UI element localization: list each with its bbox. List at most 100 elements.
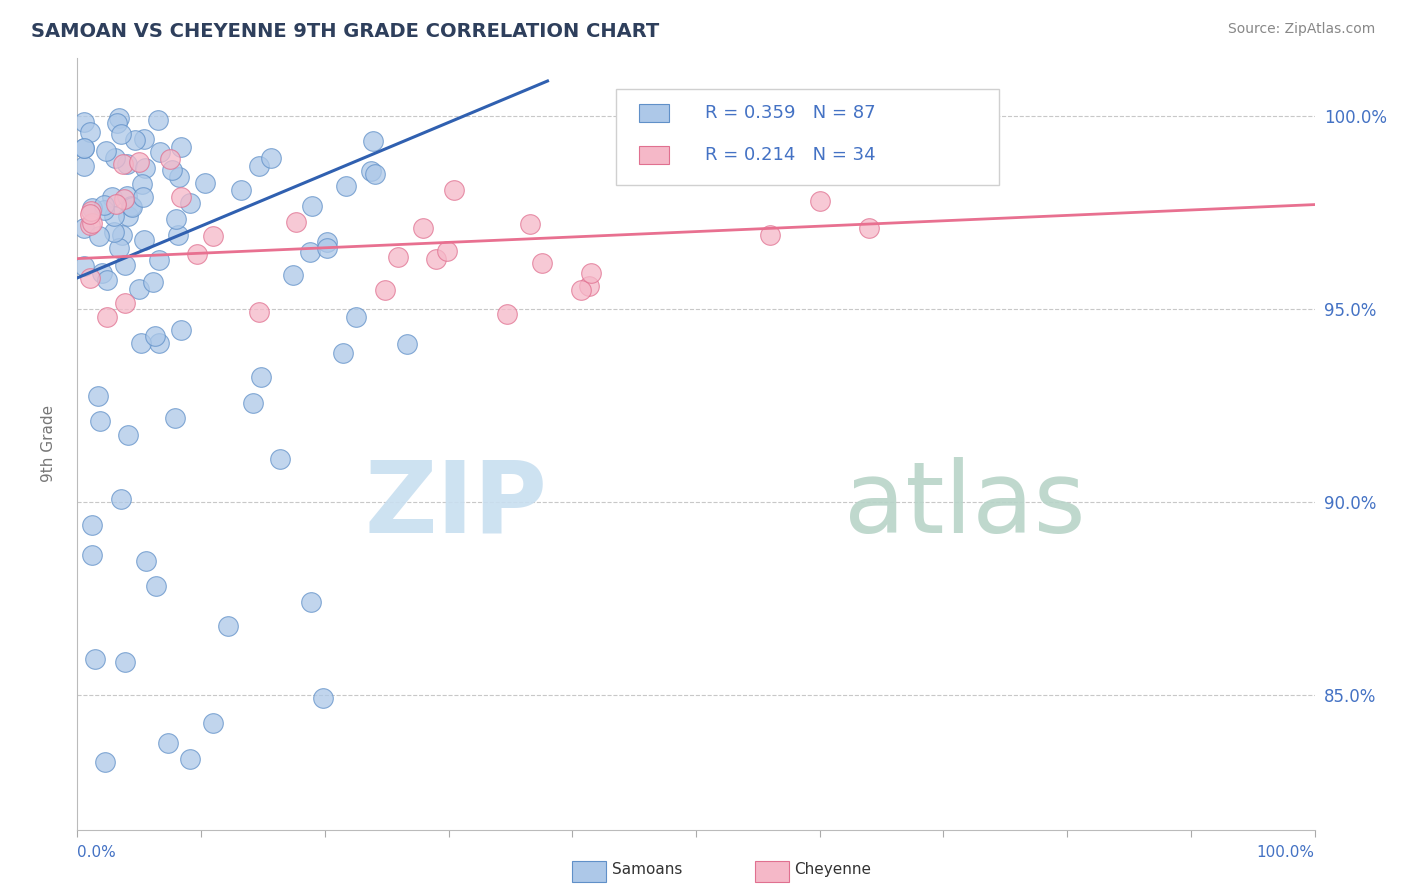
Point xyxy=(170,323,193,337)
Point xyxy=(335,179,357,194)
Point xyxy=(260,151,283,165)
Point xyxy=(132,132,155,146)
Point xyxy=(170,140,193,154)
Point xyxy=(142,275,165,289)
Point xyxy=(114,258,136,272)
Point xyxy=(80,201,103,215)
Text: Cheyenne: Cheyenne xyxy=(794,863,872,877)
Point xyxy=(93,202,115,217)
Point xyxy=(247,305,270,319)
Point xyxy=(361,134,384,148)
Point xyxy=(194,177,217,191)
Point xyxy=(170,190,193,204)
Point xyxy=(387,250,409,264)
Point xyxy=(128,155,150,169)
Point xyxy=(396,336,419,351)
Point xyxy=(72,114,94,128)
Point xyxy=(269,452,291,467)
Point xyxy=(932,105,955,120)
Text: Source: ZipAtlas.com: Source: ZipAtlas.com xyxy=(1227,22,1375,37)
Point xyxy=(495,307,517,321)
Point xyxy=(124,133,146,147)
Point xyxy=(179,196,201,211)
Point xyxy=(115,189,138,203)
Point xyxy=(80,204,103,219)
Point xyxy=(242,396,264,410)
Point xyxy=(186,247,208,261)
FancyBboxPatch shape xyxy=(640,103,669,122)
Point xyxy=(114,295,136,310)
Point xyxy=(364,167,387,181)
Point xyxy=(315,235,337,249)
Point xyxy=(250,370,273,384)
Point xyxy=(145,579,167,593)
Point xyxy=(131,178,153,192)
Point xyxy=(121,200,143,214)
Point xyxy=(120,199,142,213)
Text: 0.0%: 0.0% xyxy=(77,845,117,860)
Point xyxy=(312,691,335,706)
Point xyxy=(344,310,367,325)
Point xyxy=(436,244,458,258)
Point xyxy=(143,329,166,343)
Point xyxy=(129,336,152,351)
Point xyxy=(519,217,541,231)
Point xyxy=(110,492,132,507)
Point xyxy=(105,116,128,130)
Point xyxy=(163,411,186,425)
Point xyxy=(229,183,252,197)
Point xyxy=(581,266,603,280)
Point xyxy=(301,198,323,212)
Point xyxy=(96,145,118,159)
Point xyxy=(896,112,918,127)
Point xyxy=(114,655,136,669)
Y-axis label: 9th Grade: 9th Grade xyxy=(42,405,56,483)
Point xyxy=(96,310,118,325)
Point xyxy=(159,152,181,166)
Point xyxy=(134,161,156,176)
Point xyxy=(84,652,107,666)
Point xyxy=(114,192,136,206)
Point xyxy=(360,164,382,178)
Point xyxy=(858,220,880,235)
Point xyxy=(80,517,103,532)
FancyBboxPatch shape xyxy=(640,146,669,164)
Point xyxy=(283,268,305,282)
Point xyxy=(412,221,434,235)
Point xyxy=(79,125,101,139)
Point xyxy=(117,209,139,223)
Point xyxy=(128,282,150,296)
Text: ZIP: ZIP xyxy=(364,457,547,554)
Point xyxy=(89,414,111,428)
Point xyxy=(72,141,94,155)
Point xyxy=(165,212,187,227)
Point xyxy=(167,227,190,242)
Text: R = 0.359   N = 87: R = 0.359 N = 87 xyxy=(704,103,876,122)
Point xyxy=(110,227,132,242)
Point xyxy=(87,229,110,244)
Point xyxy=(104,197,127,211)
Point xyxy=(156,736,179,750)
Point xyxy=(135,554,157,568)
Point xyxy=(759,228,782,243)
Point xyxy=(160,162,183,177)
Point xyxy=(179,752,201,766)
Text: Samoans: Samoans xyxy=(612,863,682,877)
Point xyxy=(72,159,94,173)
Point xyxy=(87,389,110,403)
Point xyxy=(148,253,170,268)
Point xyxy=(148,112,170,127)
Point xyxy=(115,156,138,170)
FancyBboxPatch shape xyxy=(616,89,1000,186)
Point xyxy=(72,221,94,235)
Point xyxy=(167,169,190,184)
Point xyxy=(148,336,170,351)
Point xyxy=(569,283,592,297)
Point xyxy=(425,252,447,267)
Point xyxy=(202,229,225,244)
Point xyxy=(107,241,129,255)
Point xyxy=(808,194,831,208)
Point xyxy=(149,145,172,159)
Point xyxy=(374,283,396,297)
Point xyxy=(332,345,354,359)
